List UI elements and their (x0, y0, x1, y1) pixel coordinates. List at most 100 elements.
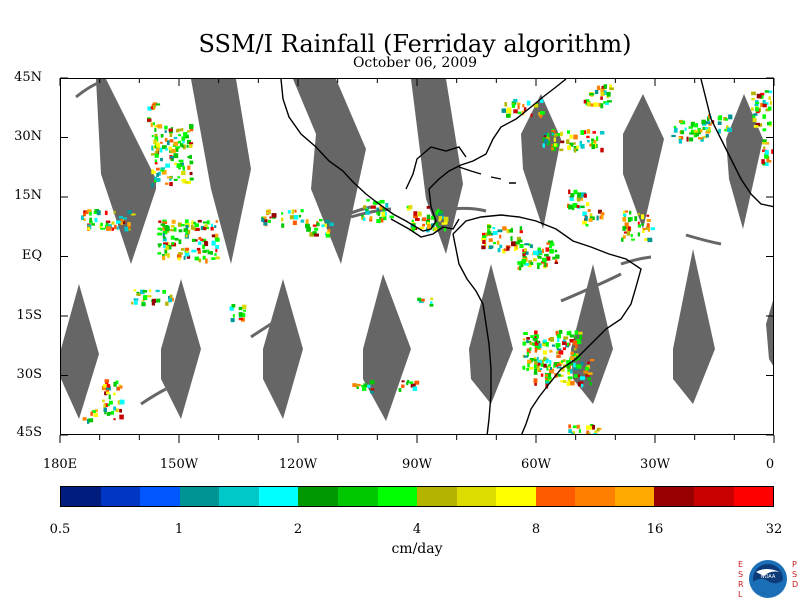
swath-gap (521, 94, 561, 229)
color-scale-cell (694, 487, 734, 506)
rain-pixel (198, 236, 202, 240)
rain-pixel (533, 250, 538, 256)
rain-pixel (567, 378, 571, 382)
rain-pixel (534, 382, 537, 386)
rain-pixel (588, 218, 593, 222)
rain-pixel (151, 135, 154, 138)
rain-pixel (87, 209, 92, 212)
scale-tick-label: 32 (765, 522, 783, 537)
lon-label: 0 (765, 457, 775, 472)
rain-pixel (600, 212, 605, 216)
rain-pixel (184, 181, 189, 184)
rain-pixel (266, 212, 270, 215)
rain-pixel (149, 289, 152, 293)
rain-pixel (441, 222, 447, 225)
rain-pixel (577, 374, 580, 378)
rain-pixel (363, 205, 367, 209)
rain-pixel (574, 330, 578, 335)
rain-pixel (765, 161, 769, 166)
rain-pixel (413, 211, 418, 216)
rain-pixel (189, 129, 194, 132)
rain-pixel (701, 119, 706, 125)
rain-pixel (699, 129, 703, 133)
rain-pixel (517, 239, 523, 243)
rain-pixel (499, 234, 502, 239)
rain-pixel (589, 382, 592, 386)
rain-pixel (370, 390, 374, 394)
rain-pixel (406, 208, 411, 211)
rain-pixel (624, 222, 629, 228)
rain-pixel (127, 222, 131, 227)
rain-pixel (549, 244, 552, 249)
rain-pixel (587, 101, 591, 107)
rain-pixel (566, 364, 570, 369)
rain-pixel (322, 223, 327, 227)
rain-pixel (551, 132, 555, 136)
rain-pixel (547, 240, 552, 245)
satellite-swath-gaps (61, 79, 773, 421)
rain-pixel (600, 214, 604, 220)
rain-pixel (108, 400, 113, 405)
rain-pixel (120, 385, 123, 389)
color-scale-cell (456, 487, 497, 506)
swath-gap (469, 264, 513, 404)
rain-pixel (136, 293, 141, 296)
rain-pixel (158, 244, 161, 248)
rain-pixel (128, 225, 131, 229)
rain-pixel (569, 339, 575, 343)
rain-pixel (556, 366, 562, 369)
rain-pixel (762, 99, 766, 104)
swath-edge-arcs (75, 79, 722, 406)
rain-pixel (90, 411, 93, 416)
rain-pixel (141, 302, 146, 307)
rain-pixel (593, 102, 598, 107)
rain-pixel (557, 337, 560, 342)
rain-pixel (554, 143, 557, 147)
rain-pixel (580, 144, 585, 149)
rain-pixel (176, 146, 180, 149)
rain-pixel (647, 237, 652, 241)
rain-pixel (177, 140, 182, 144)
rain-pixel (151, 171, 156, 174)
rain-pixel (537, 250, 543, 254)
swath-arc (250, 317, 280, 339)
rain-pixel (698, 137, 703, 140)
rain-pixel (103, 384, 107, 388)
rain-pixel (186, 139, 191, 144)
rain-pixel (181, 170, 186, 176)
rain-pixel (113, 392, 116, 396)
rain-pixel (130, 213, 136, 216)
rain-pixel (314, 227, 319, 231)
rain-pixel (481, 245, 486, 250)
rain-pixel (183, 256, 186, 260)
rain-pixel (764, 150, 769, 155)
rain-pixel (85, 210, 89, 215)
rain-pixel (422, 223, 425, 227)
rain-pixel (537, 340, 540, 343)
rain-pixel (166, 176, 172, 179)
rain-pixel (574, 359, 578, 362)
rain-pixel (104, 379, 109, 383)
rain-pixel (634, 216, 638, 222)
rain-pixel (569, 368, 573, 374)
rain-pixel (513, 243, 518, 247)
rain-pixel (325, 233, 331, 238)
rain-pixel (204, 240, 208, 245)
rain-pixel (104, 403, 109, 407)
lon-label: 90W (402, 457, 432, 472)
rain-pixel (242, 304, 247, 310)
rain-pixel (487, 228, 491, 233)
rain-pixel (178, 229, 183, 233)
rain-pixel (707, 116, 710, 121)
rain-pixel (306, 226, 311, 232)
rain-pixel (522, 253, 526, 257)
rain-pixel (537, 264, 540, 270)
rain-pixel (546, 242, 550, 245)
rain-pixel (185, 224, 189, 229)
rain-pixel (167, 245, 172, 250)
rain-pixel (539, 113, 543, 118)
rain-pixel (165, 225, 168, 230)
rain-pixel (365, 210, 370, 215)
